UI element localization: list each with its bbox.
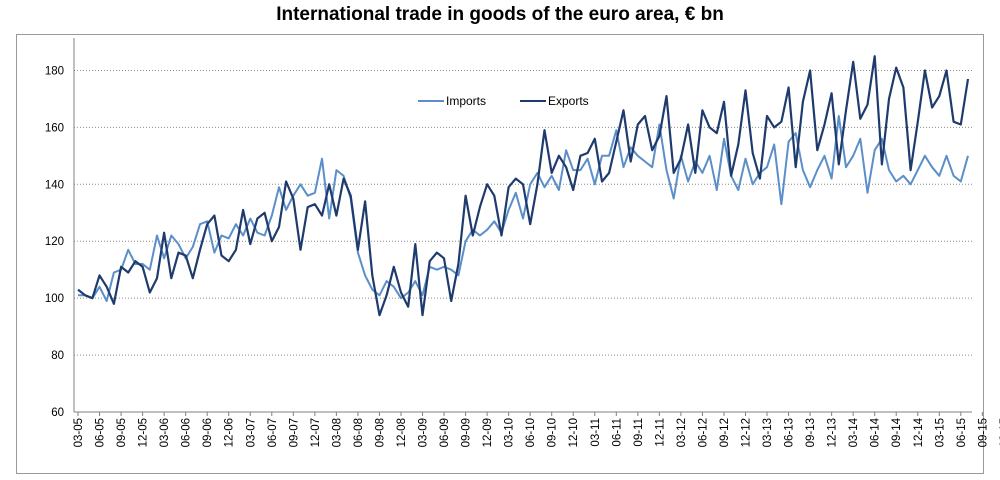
legend-label-imports: Imports <box>446 94 486 108</box>
x-tick-label: 06-08 <box>353 418 365 447</box>
x-tick-label: 12-08 <box>396 418 408 447</box>
x-tick-label: 12-13 <box>827 418 839 447</box>
x-tick-label: 06-10 <box>525 418 537 447</box>
chart-title: International trade in goods of the euro… <box>276 4 724 25</box>
x-tick-label: 03-10 <box>504 418 516 447</box>
y-tick-label: 180 <box>45 65 64 77</box>
x-tick-label: 06-11 <box>611 418 623 447</box>
x-tick-label: 03-15 <box>934 418 946 447</box>
x-tick-label: 12-11 <box>654 418 666 447</box>
x-tick-label: 09-15 <box>977 418 989 447</box>
x-tick-label: 03-11 <box>590 418 602 447</box>
x-tick-label: 06-14 <box>870 417 882 447</box>
x-tick-label: 12-06 <box>224 418 236 447</box>
x-tick-label: 09-11 <box>633 418 645 447</box>
x-tick-label: 06-09 <box>439 418 451 447</box>
x-tick-label: 03-08 <box>331 418 343 447</box>
x-tick-label: 09-08 <box>374 418 386 447</box>
series-line-exports <box>77 55 970 317</box>
x-tick-label: 06-05 <box>95 418 107 447</box>
series-line-imports <box>78 115 969 302</box>
x-tick-label: 06-06 <box>181 418 193 447</box>
x-tick-label: 12-09 <box>482 418 494 447</box>
x-tick-label: 06-07 <box>267 418 279 447</box>
chart-frame <box>16 34 984 474</box>
x-tick-label: 09-09 <box>461 418 473 447</box>
legend-label-exports: Exports <box>548 94 589 108</box>
y-tick-label: 80 <box>51 350 64 362</box>
x-tick-label: 09-05 <box>116 418 128 447</box>
x-tick-label: 03-05 <box>73 418 85 447</box>
x-tick-label: 03-12 <box>676 418 688 447</box>
x-tick-label: 12-15 <box>999 418 1000 447</box>
x-tick-label: 12-14 <box>913 417 925 447</box>
x-tick-label: 09-14 <box>891 417 903 447</box>
y-tick-label: 100 <box>45 293 64 305</box>
y-tick-label: 140 <box>45 179 64 191</box>
x-tick-label: 06-12 <box>697 418 709 447</box>
x-tick-label: 03-07 <box>245 418 257 447</box>
x-tick-label: 12-07 <box>310 418 322 447</box>
x-tick-label: 09-10 <box>547 418 559 447</box>
x-tick-label: 09-12 <box>719 418 731 447</box>
x-tick-label: 09-13 <box>805 418 817 447</box>
x-tick-label: 03-14 <box>848 417 860 447</box>
x-tick-label: 12-10 <box>568 418 580 447</box>
x-tick-label: 12-05 <box>138 418 150 447</box>
y-tick-label: 160 <box>45 122 64 134</box>
y-tick-label: 60 <box>51 407 64 419</box>
x-tick-label: 03-06 <box>159 418 171 447</box>
x-tick-label: 12-12 <box>741 418 753 447</box>
x-tick-label: 06-15 <box>956 418 968 447</box>
x-tick-label: 03-09 <box>418 418 430 447</box>
y-tick-label: 120 <box>45 236 64 248</box>
x-tick-label: 09-07 <box>288 418 300 447</box>
x-tick-label: 03-13 <box>762 418 774 447</box>
x-tick-label: 06-13 <box>784 418 796 447</box>
x-tick-label: 09-06 <box>202 418 214 447</box>
